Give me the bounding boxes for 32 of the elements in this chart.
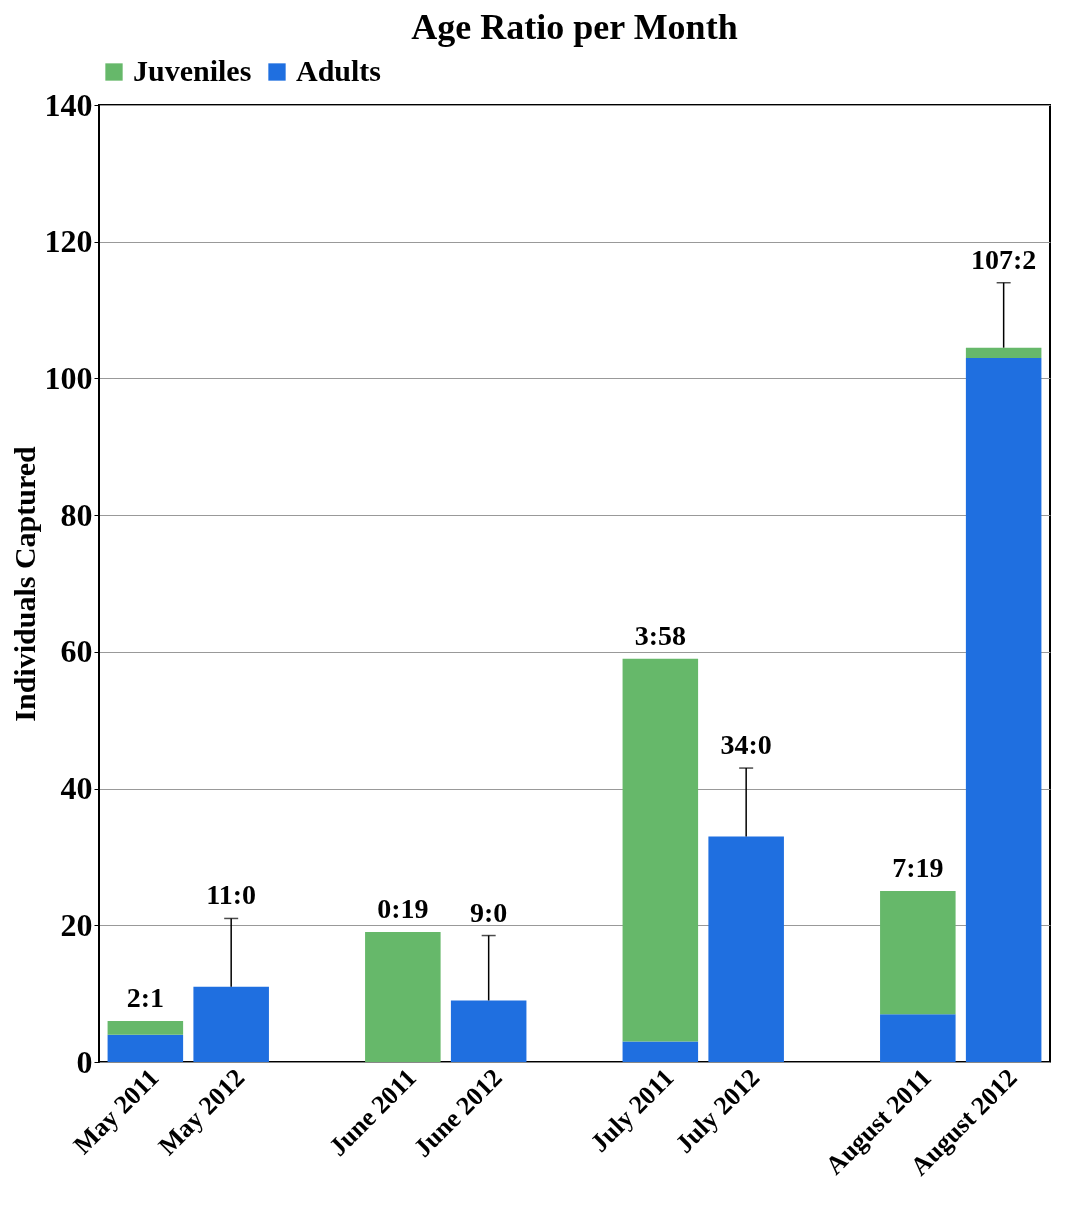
y-tick-label: 60 [60, 633, 93, 670]
y-axis-title: Individuals Captured [7, 445, 41, 722]
y-tick-label: 100 [44, 359, 93, 396]
bar [193, 986, 269, 1062]
chart-title: Age Ratio per Month [411, 7, 738, 47]
annotation: 7:19 [892, 852, 944, 884]
bar [365, 932, 441, 1062]
legend-label: Juveniles [133, 54, 252, 87]
annotation: 11:0 [206, 879, 257, 911]
bar [622, 658, 699, 1042]
annotation: 107:2 [970, 243, 1037, 275]
bar [107, 1020, 184, 1035]
bar [107, 1034, 184, 1062]
y-tick-label: 80 [60, 496, 93, 533]
bar [880, 891, 956, 1015]
bar [965, 357, 1042, 1062]
y-tick-label: 20 [60, 906, 93, 943]
y-tick-label: 140 [44, 86, 93, 123]
legend-label: Adults [296, 54, 382, 87]
annotation: 34:0 [720, 729, 772, 761]
annotation: 9:0 [470, 896, 508, 928]
annotation: 2:1 [126, 981, 165, 1013]
annotation: 3:58 [634, 619, 686, 651]
bar [708, 836, 784, 1062]
bar [622, 1041, 699, 1062]
annotation: 0:19 [377, 893, 429, 925]
y-tick-label: 0 [76, 1043, 93, 1080]
bar [450, 1000, 527, 1062]
y-tick-label: 120 [44, 223, 93, 260]
bar [965, 347, 1042, 358]
bar [880, 1014, 956, 1062]
y-tick-label: 40 [60, 770, 93, 807]
